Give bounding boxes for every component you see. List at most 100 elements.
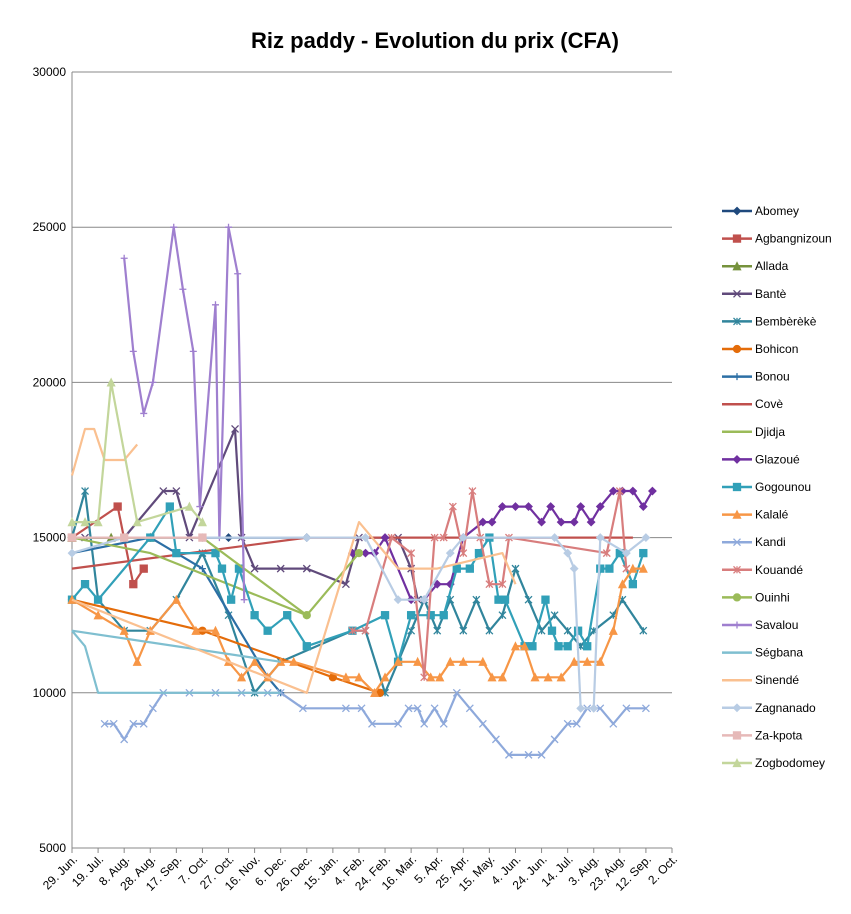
marker — [550, 533, 560, 543]
marker — [498, 502, 507, 511]
marker — [211, 548, 220, 558]
marker — [432, 579, 442, 589]
marker — [196, 503, 204, 511]
marker — [602, 549, 611, 558]
marker — [638, 563, 648, 573]
marker — [589, 703, 599, 713]
marker — [435, 672, 445, 682]
marker — [129, 580, 138, 589]
marker — [368, 719, 376, 728]
legend-label: Agbangnizoun — [755, 232, 832, 246]
marker — [497, 672, 507, 682]
marker — [733, 317, 741, 326]
marker — [487, 517, 497, 527]
marker — [129, 347, 137, 355]
marker — [569, 656, 579, 666]
marker — [459, 549, 468, 558]
marker — [487, 672, 497, 682]
marker — [595, 502, 605, 511]
marker — [139, 719, 148, 728]
marker — [357, 704, 366, 713]
marker — [615, 487, 624, 495]
marker — [510, 641, 521, 651]
marker — [120, 254, 128, 262]
marker — [465, 564, 474, 573]
marker — [556, 517, 566, 527]
marker — [149, 378, 157, 386]
marker — [583, 642, 592, 651]
marker — [498, 611, 507, 620]
marker — [563, 626, 572, 635]
marker — [380, 672, 390, 682]
legend-label: Ouinhi — [755, 590, 790, 604]
marker — [530, 672, 540, 682]
marker — [341, 672, 351, 682]
marker — [140, 409, 148, 417]
marker — [211, 301, 219, 309]
marker — [393, 656, 403, 666]
marker — [361, 533, 370, 543]
marker — [639, 548, 648, 558]
marker — [93, 610, 103, 620]
legend-label: Glazoué — [755, 452, 800, 466]
marker — [430, 533, 439, 542]
marker — [639, 626, 648, 635]
marker — [622, 704, 631, 713]
chart-title: Riz paddy - Evolution du prix (CFA) — [251, 28, 619, 53]
legend-label: Abomey — [755, 204, 799, 218]
marker — [569, 564, 579, 574]
marker — [485, 580, 494, 589]
marker — [605, 564, 614, 573]
marker — [617, 579, 627, 589]
marker — [420, 719, 429, 728]
marker — [129, 719, 138, 728]
legend-label: Kalalé — [755, 508, 789, 522]
marker — [638, 502, 648, 511]
marker — [732, 482, 742, 492]
marker — [289, 656, 299, 666]
marker — [380, 533, 390, 543]
marker — [302, 533, 312, 543]
legend-label: Bohicon — [755, 342, 798, 356]
marker — [100, 719, 109, 728]
marker — [67, 548, 77, 558]
legend-label: Kandi — [755, 535, 786, 549]
marker — [210, 625, 221, 635]
marker — [93, 517, 103, 527]
marker — [139, 564, 148, 573]
marker — [556, 672, 566, 682]
marker — [80, 580, 90, 589]
marker — [217, 564, 227, 573]
marker — [648, 486, 657, 496]
marker — [184, 501, 194, 511]
marker — [500, 595, 510, 604]
marker — [596, 704, 605, 713]
marker — [394, 719, 403, 728]
marker — [109, 719, 118, 728]
marker — [198, 533, 207, 542]
marker — [465, 704, 474, 713]
marker — [420, 673, 429, 682]
marker — [537, 517, 546, 527]
marker — [302, 611, 311, 620]
marker — [452, 564, 461, 573]
marker — [413, 704, 422, 713]
marker — [406, 611, 416, 620]
legend-label: Djidja — [755, 425, 785, 439]
marker — [608, 486, 618, 496]
marker — [595, 533, 605, 543]
legend-label: Bonou — [755, 370, 790, 384]
marker — [537, 750, 546, 759]
marker — [459, 626, 468, 635]
series-line — [70, 427, 517, 694]
series-line — [71, 629, 281, 694]
marker — [452, 688, 461, 697]
marker — [458, 533, 468, 543]
marker — [113, 502, 122, 511]
marker — [569, 517, 579, 527]
marker — [172, 548, 181, 558]
marker — [120, 735, 129, 744]
marker — [302, 564, 311, 573]
marker — [171, 594, 181, 604]
